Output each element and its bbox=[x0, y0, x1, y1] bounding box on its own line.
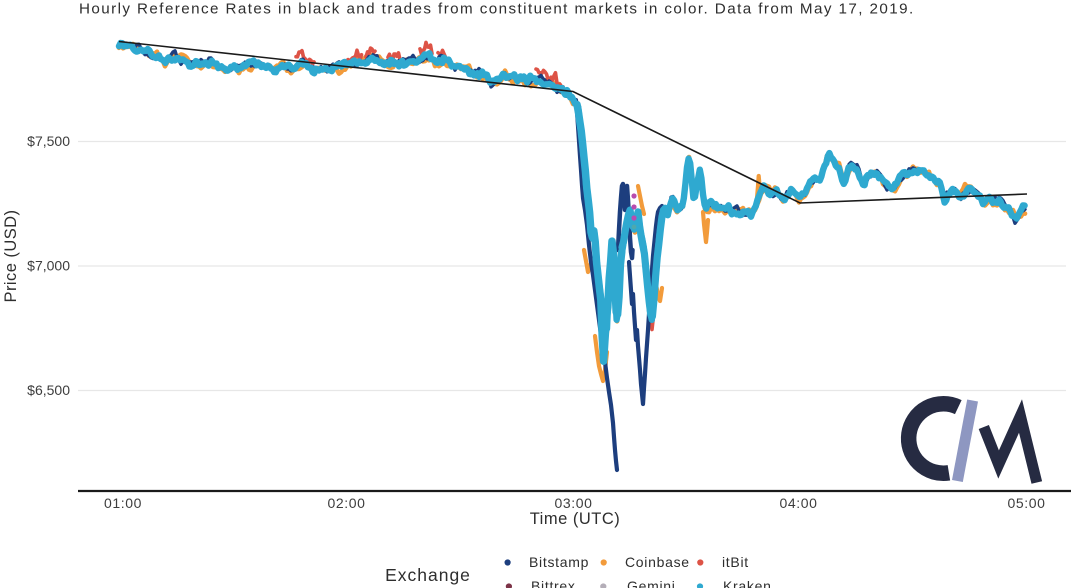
svg-text:$6,500: $6,500 bbox=[27, 382, 70, 398]
svg-text:02:00: 02:00 bbox=[327, 495, 365, 511]
svg-text:Time (UTC): Time (UTC) bbox=[530, 510, 621, 528]
svg-text:Price (USD): Price (USD) bbox=[2, 210, 20, 303]
svg-text:04:00: 04:00 bbox=[779, 495, 817, 511]
svg-text:itBit: itBit bbox=[722, 554, 749, 570]
svg-text:Kraken: Kraken bbox=[723, 578, 772, 588]
svg-text:Gemini: Gemini bbox=[627, 578, 676, 588]
svg-text:$7,500: $7,500 bbox=[27, 133, 70, 149]
svg-text:Bittrex: Bittrex bbox=[531, 578, 576, 588]
svg-text:05:00: 05:00 bbox=[1007, 495, 1045, 511]
svg-text:Exchange: Exchange bbox=[385, 565, 471, 585]
svg-text:01:00: 01:00 bbox=[104, 495, 142, 511]
svg-text:03:00: 03:00 bbox=[554, 495, 592, 511]
svg-text:Bitstamp: Bitstamp bbox=[529, 554, 589, 570]
svg-text:$7,000: $7,000 bbox=[27, 258, 70, 274]
svg-text:Hourly Reference Rates in blac: Hourly Reference Rates in black and trad… bbox=[79, 1, 915, 18]
svg-text:Coinbase: Coinbase bbox=[625, 554, 690, 570]
